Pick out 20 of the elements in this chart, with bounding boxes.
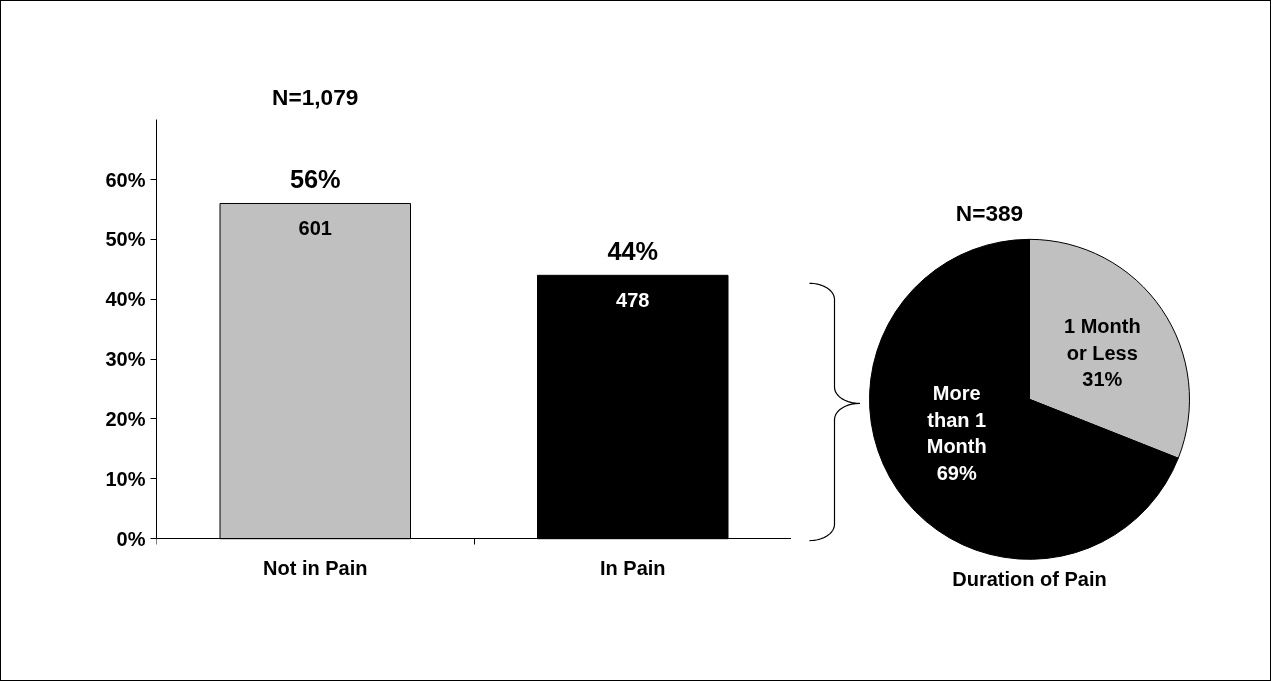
y-tick-label: 60% <box>105 168 146 191</box>
annotation: 478 <box>616 289 650 312</box>
text: Duration of Pain <box>952 568 1107 591</box>
y-tick-label: 50% <box>105 228 146 251</box>
slice-label: More than 1 Month <box>926 382 987 458</box>
annotation: 601 <box>298 217 332 240</box>
chart-title: N=389 <box>955 199 1024 226</box>
slice-label: 1 Month or Less <box>1063 315 1141 364</box>
y-tick-label: 30% <box>105 348 146 371</box>
data-label: 56% <box>289 165 341 194</box>
y-tick-label: 20% <box>105 407 146 430</box>
data-label: 31% <box>1082 368 1123 391</box>
y-tick-label: 10% <box>105 467 146 490</box>
x-tick-label: In Pain <box>599 556 666 579</box>
chart-title: N=1,079 <box>272 83 359 110</box>
x-tick-label: Not in Pain <box>263 556 368 579</box>
data-label: 44% <box>607 237 659 266</box>
y-tick-label: 0% <box>116 527 146 550</box>
data-label: 69% <box>936 461 977 484</box>
y-tick-label: 40% <box>105 288 146 311</box>
